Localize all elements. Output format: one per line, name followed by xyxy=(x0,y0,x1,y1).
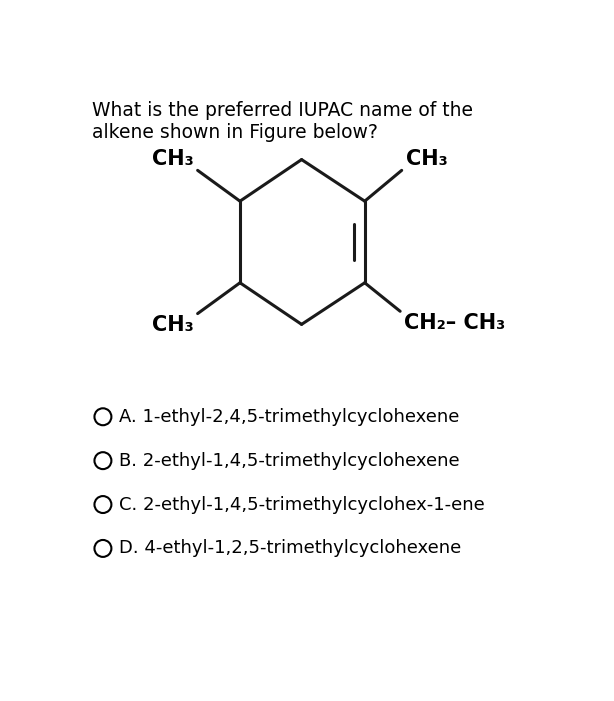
Text: D. 4-ethyl-1,2,5-trimethylcyclohexene: D. 4-ethyl-1,2,5-trimethylcyclohexene xyxy=(119,540,461,557)
Text: B. 2-ethyl-1,4,5-trimethylcyclohexene: B. 2-ethyl-1,4,5-trimethylcyclohexene xyxy=(119,451,460,470)
Text: CH₃: CH₃ xyxy=(152,149,194,169)
Text: A. 1-ethyl-2,4,5-trimethylcyclohexene: A. 1-ethyl-2,4,5-trimethylcyclohexene xyxy=(119,408,459,426)
Text: alkene shown in Figure below?: alkene shown in Figure below? xyxy=(92,123,378,142)
Text: C. 2-ethyl-1,4,5-trimethylcyclohex-1-ene: C. 2-ethyl-1,4,5-trimethylcyclohex-1-ene xyxy=(119,496,485,514)
Text: CH₃: CH₃ xyxy=(405,149,447,169)
Text: CH₂– CH₃: CH₂– CH₃ xyxy=(404,313,505,333)
Text: What is the preferred IUPAC name of the: What is the preferred IUPAC name of the xyxy=(92,101,473,120)
Text: CH₃: CH₃ xyxy=(152,315,194,335)
